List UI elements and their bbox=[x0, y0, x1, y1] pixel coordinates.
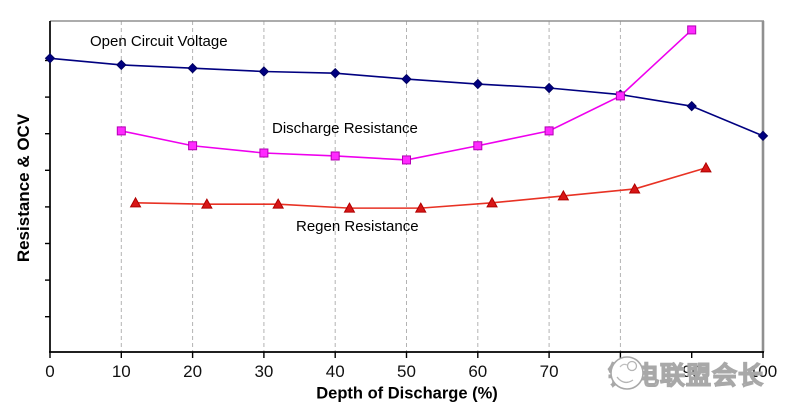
watermark: 锂电联盟会长 bbox=[607, 353, 764, 395]
x-tick-label: 70 bbox=[540, 362, 559, 381]
marker-square bbox=[473, 141, 483, 151]
marker-square bbox=[188, 141, 198, 151]
marker-diamond bbox=[116, 59, 127, 71]
marker-square bbox=[259, 148, 269, 158]
marker-triangle bbox=[486, 196, 498, 208]
series-label-discharge-resistance: Discharge Resistance bbox=[272, 120, 418, 137]
marker-diamond bbox=[472, 78, 484, 90]
x-tick-label: 20 bbox=[183, 362, 202, 381]
marker-triangle bbox=[343, 202, 356, 213]
x-axis-title: Depth of Discharge (%) bbox=[316, 384, 498, 403]
marker-triangle bbox=[129, 196, 142, 208]
series-label-regen-resistance: Regen Resistance bbox=[296, 218, 419, 235]
marker-triangle bbox=[557, 189, 570, 201]
marker-square bbox=[544, 126, 554, 136]
x-tick-label: 90 bbox=[682, 362, 701, 381]
marker-square bbox=[687, 25, 697, 35]
marker-diamond bbox=[543, 82, 555, 94]
marker-diamond bbox=[44, 53, 56, 64]
marker-triangle bbox=[628, 182, 641, 194]
marker-diamond bbox=[329, 67, 341, 79]
series-line-2 bbox=[135, 167, 707, 209]
marker-triangle bbox=[201, 198, 213, 209]
marker-square bbox=[116, 126, 126, 136]
marker-diamond bbox=[401, 73, 412, 85]
marker-square bbox=[402, 155, 411, 165]
marker-triangle bbox=[272, 198, 285, 209]
marker-diamond bbox=[187, 62, 198, 74]
watermark-logo-icon bbox=[610, 356, 644, 390]
x-tick-label: 10 bbox=[112, 362, 131, 381]
x-tick-label: 0 bbox=[45, 362, 54, 381]
series-label-open-circuit-voltage: Open Circuit Voltage bbox=[90, 33, 228, 50]
x-tick-label: 60 bbox=[468, 362, 487, 381]
marker-diamond bbox=[686, 100, 697, 112]
x-tick-label: 50 bbox=[397, 362, 416, 381]
marker-triangle bbox=[700, 161, 712, 173]
marker-square bbox=[330, 151, 340, 161]
x-tick-label: 100 bbox=[749, 362, 777, 381]
x-tick-label: 40 bbox=[326, 362, 345, 381]
marker-triangle bbox=[414, 202, 427, 213]
marker-diamond bbox=[258, 66, 270, 77]
marker-square bbox=[615, 91, 625, 101]
marker-diamond bbox=[757, 130, 769, 142]
y-axis-title: Resistance & OCV bbox=[14, 113, 33, 263]
x-tick-label: 30 bbox=[254, 362, 273, 381]
